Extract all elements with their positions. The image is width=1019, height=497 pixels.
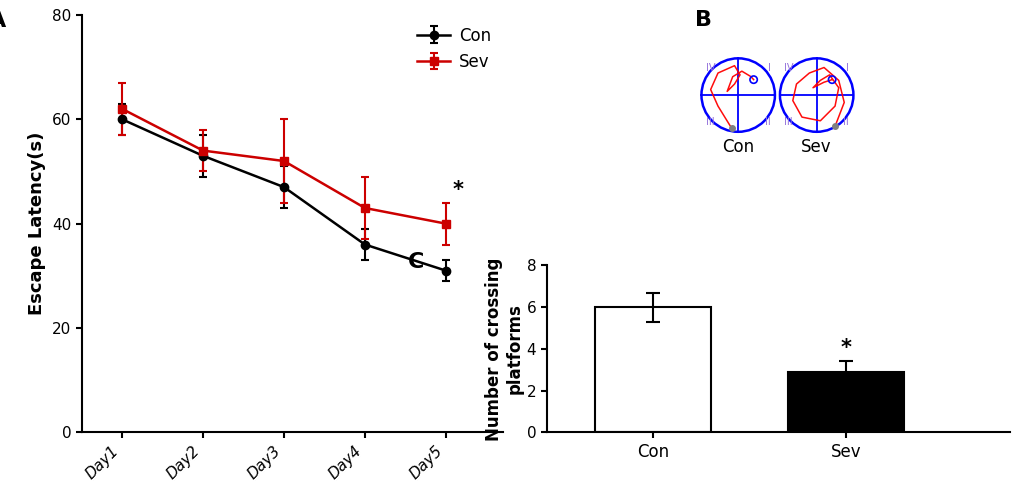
Text: B: B xyxy=(694,10,711,30)
Text: I: I xyxy=(846,63,848,73)
Legend: Con, Sev: Con, Sev xyxy=(414,23,494,74)
Text: III: III xyxy=(705,117,713,127)
Bar xyxy=(787,372,903,432)
Text: A: A xyxy=(0,11,6,31)
Text: Con: Con xyxy=(721,139,753,157)
Text: Sev: Sev xyxy=(801,139,832,157)
Text: IV: IV xyxy=(705,63,714,73)
Y-axis label: Escape Latency(s): Escape Latency(s) xyxy=(29,132,46,315)
Text: II: II xyxy=(843,117,848,127)
Text: I: I xyxy=(767,63,769,73)
Text: C: C xyxy=(408,252,424,272)
Bar xyxy=(594,307,710,432)
Text: *: * xyxy=(840,338,851,358)
Text: *: * xyxy=(451,180,463,200)
Text: II: II xyxy=(764,117,769,127)
Y-axis label: Number of crossing
platforms: Number of crossing platforms xyxy=(484,257,524,440)
Text: IV: IV xyxy=(784,63,793,73)
Text: III: III xyxy=(784,117,792,127)
